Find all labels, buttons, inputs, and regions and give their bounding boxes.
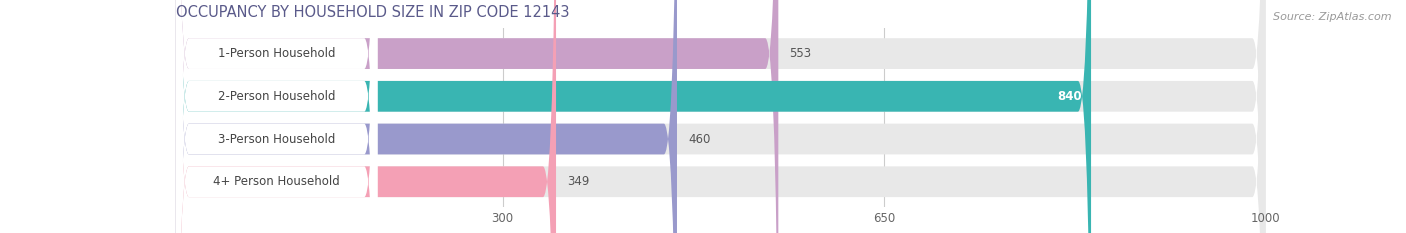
Text: 2-Person Household: 2-Person Household	[218, 90, 335, 103]
FancyBboxPatch shape	[176, 0, 1265, 233]
Text: 840: 840	[1057, 90, 1083, 103]
FancyBboxPatch shape	[176, 0, 377, 233]
FancyBboxPatch shape	[176, 0, 555, 233]
Text: 3-Person Household: 3-Person Household	[218, 133, 335, 146]
FancyBboxPatch shape	[176, 0, 1265, 233]
Text: 553: 553	[789, 47, 811, 60]
FancyBboxPatch shape	[176, 0, 1265, 233]
Text: 1-Person Household: 1-Person Household	[218, 47, 335, 60]
FancyBboxPatch shape	[176, 0, 1265, 233]
Text: 4+ Person Household: 4+ Person Household	[214, 175, 340, 188]
FancyBboxPatch shape	[176, 0, 779, 233]
FancyBboxPatch shape	[176, 0, 377, 233]
FancyBboxPatch shape	[176, 0, 1091, 233]
FancyBboxPatch shape	[176, 0, 377, 233]
FancyBboxPatch shape	[176, 0, 377, 233]
Text: 460: 460	[688, 133, 710, 146]
Text: 349: 349	[567, 175, 589, 188]
FancyBboxPatch shape	[176, 0, 678, 233]
Text: Source: ZipAtlas.com: Source: ZipAtlas.com	[1274, 12, 1392, 22]
Text: OCCUPANCY BY HOUSEHOLD SIZE IN ZIP CODE 12143: OCCUPANCY BY HOUSEHOLD SIZE IN ZIP CODE …	[176, 5, 569, 20]
